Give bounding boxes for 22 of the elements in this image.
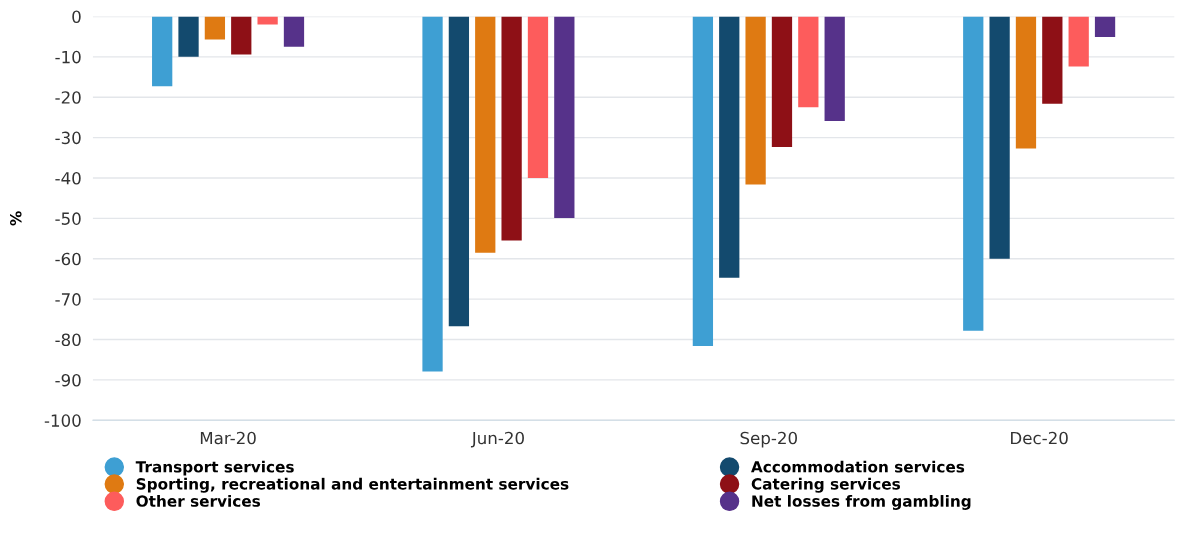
x-tick-label: Sep-20 <box>740 431 797 448</box>
legend-label: Catering services <box>751 477 900 493</box>
legend-label: Sporting, recreational and entertainment services <box>136 477 569 493</box>
x-tick-label: Dec-20 <box>1011 431 1068 445</box>
y-tick-label: -60 <box>55 252 81 266</box>
y-tick-label: -90 <box>55 373 81 387</box>
y-tick-label: -50 <box>55 212 81 225</box>
y-tick-label: 0 <box>72 10 81 24</box>
x-tick-label: Mar-20 <box>200 431 256 445</box>
x-tick-label: Jun-20 <box>470 431 524 448</box>
y-tick-label: -70 <box>55 293 81 306</box>
legend-label: Net losses from gambling <box>752 495 971 510</box>
y-tick-label: -40 <box>55 171 81 185</box>
y-tick-label: -80 <box>55 333 81 347</box>
y-tick-label: -10 <box>55 50 81 64</box>
legend-label: Transport services <box>135 460 294 476</box>
y-tick-label: -30 <box>55 131 81 145</box>
legend-label: Other services <box>136 495 261 507</box>
legend-label: Accommodation services <box>751 460 965 473</box>
y-tick-label: -100 <box>44 414 81 427</box>
y-tick-label: -20 <box>55 91 81 104</box>
y-axis-title: % <box>10 211 22 226</box>
